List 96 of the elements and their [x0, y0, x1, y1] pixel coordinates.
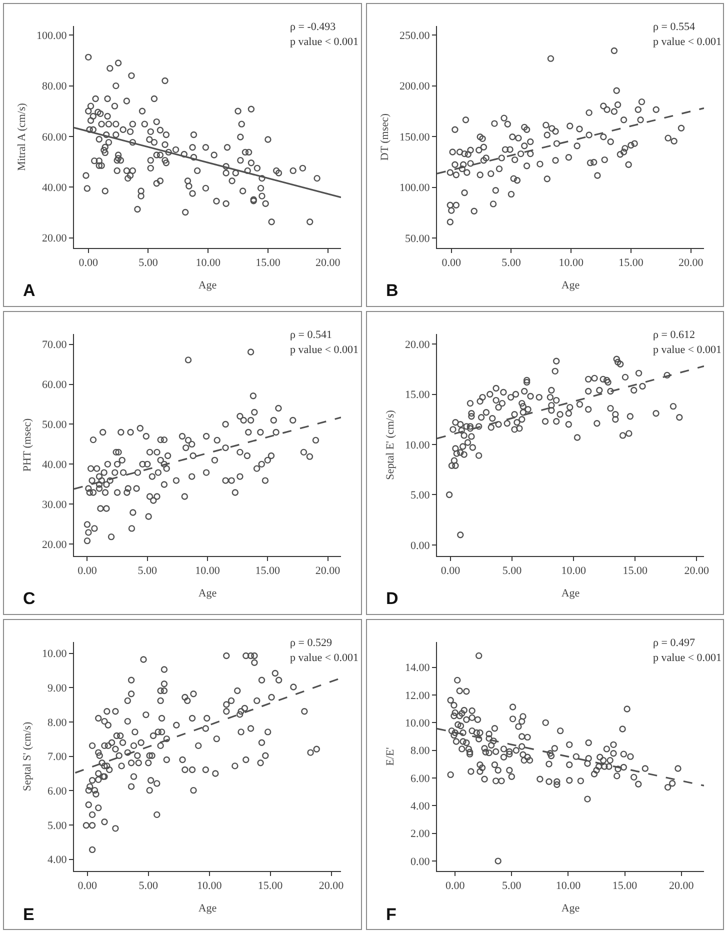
- y-tick-label: 50.00: [42, 419, 68, 432]
- y-tick-label: 100.00: [36, 30, 68, 42]
- y-tick-label: 8.00: [410, 745, 430, 758]
- y-tick-label: 9.00: [48, 682, 68, 695]
- x-tick-label: 10.00: [196, 880, 222, 892]
- x-tick-label: 15.00: [618, 257, 644, 270]
- y-tick-label: 12.00: [404, 690, 430, 702]
- y-axis-title: Septal E' (cm/s): [384, 410, 396, 480]
- text: C: [23, 589, 36, 608]
- y-tick-label: 0.00: [410, 540, 430, 552]
- x-tick-label: 10.00: [196, 257, 221, 270]
- x-axis-title: Age: [198, 587, 217, 600]
- y-tick-label: 4.00: [410, 800, 430, 813]
- y-tick-label: 70.00: [42, 339, 68, 352]
- y-axis-title: PHT (msec): [22, 418, 34, 472]
- x-tick-label: 10.00: [560, 565, 586, 578]
- y-axis-title: Septal S' (cm/s): [22, 722, 34, 792]
- y-axis-title: E/E': [384, 747, 396, 766]
- y-tick-label: 10.00: [404, 718, 430, 730]
- x-tick-label: 5.00: [138, 565, 158, 578]
- annotation: p value < 0.001: [652, 344, 722, 356]
- x-axis-title: Age: [560, 279, 580, 292]
- y-tick-label: 14.00: [404, 662, 430, 674]
- annotation: p value < 0.001: [652, 652, 722, 664]
- annotation: ρ = 0.529: [290, 637, 332, 649]
- annotation: p value < 0.001: [290, 344, 359, 356]
- y-axis-title: DT (msec): [378, 113, 391, 161]
- x-tick-label: 20.00: [678, 257, 704, 270]
- y-tick-label: 200.00: [399, 80, 430, 93]
- x-tick-label: 5.00: [501, 257, 521, 270]
- x-tick-label: 10.00: [555, 880, 581, 892]
- y-tick-label: 30.00: [42, 498, 68, 511]
- x-axis-title: Age: [198, 902, 217, 914]
- y-tick-label: 80.00: [42, 80, 68, 93]
- x-tick-label: 20.00: [315, 565, 341, 578]
- x-tick-label: 15.00: [258, 880, 284, 892]
- x-tick-label: 5.00: [502, 880, 522, 892]
- text: F: [386, 905, 396, 924]
- x-tick-label: 10.00: [195, 565, 220, 578]
- x-tick-label: 0.00: [78, 257, 98, 270]
- x-tick-label: 0.00: [444, 880, 465, 892]
- x-axis-title: Age: [560, 587, 580, 600]
- x-tick-label: 15.00: [255, 565, 281, 578]
- text: B: [386, 281, 398, 300]
- annotation: ρ = 0.497: [652, 637, 695, 649]
- annotation: ρ = 0.541: [290, 329, 332, 341]
- x-tick-label: 10.00: [558, 257, 584, 270]
- annotation: p value < 0.001: [652, 36, 722, 48]
- y-tick-label: 0.00: [410, 856, 430, 868]
- y-axis-title: Mitral A (cm/s): [16, 102, 28, 171]
- annotation: p value < 0.001: [290, 652, 359, 664]
- y-tick-label: 6.00: [410, 772, 430, 785]
- y-tick-label: 8.00: [48, 716, 68, 729]
- x-tick-label: 0.00: [441, 257, 461, 270]
- annotation: p value < 0.001: [290, 36, 359, 48]
- y-tick-label: 10.00: [404, 439, 430, 452]
- x-axis-title: Age: [560, 902, 580, 914]
- y-tick-label: 10.00: [42, 648, 68, 660]
- y-tick-label: 20.00: [42, 538, 68, 551]
- x-tick-label: 0.00: [78, 565, 98, 578]
- x-axis-title: Age: [198, 279, 217, 292]
- y-tick-label: 4.00: [48, 854, 68, 866]
- y-tick-label: 100.00: [399, 182, 430, 194]
- y-tick-label: 40.00: [42, 459, 68, 472]
- x-tick-label: 5.00: [138, 880, 158, 892]
- y-tick-label: 6.00: [48, 786, 68, 798]
- text: D: [386, 589, 398, 608]
- x-tick-label: 15.00: [622, 565, 648, 578]
- annotation: ρ = 0.554: [652, 21, 695, 33]
- x-tick-label: 0.00: [78, 880, 98, 892]
- x-tick-label: 5.00: [502, 565, 522, 578]
- annotation: ρ = -0.493: [290, 21, 336, 33]
- y-tick-label: 60.00: [42, 379, 68, 392]
- y-tick-label: 20.00: [404, 338, 430, 351]
- x-tick-label: 5.00: [138, 257, 158, 270]
- x-tick-label: 20.00: [684, 565, 709, 578]
- y-tick-label: 150.00: [399, 131, 430, 144]
- text: A: [23, 281, 36, 300]
- y-tick-label: 7.00: [48, 751, 68, 764]
- y-tick-label: 40.00: [42, 182, 68, 194]
- y-tick-label: 60.00: [42, 131, 68, 144]
- y-tick-label: 2.00: [410, 828, 430, 840]
- x-tick-label: 15.00: [256, 257, 281, 270]
- y-tick-label: 20.00: [42, 232, 68, 245]
- y-tick-label: 250.00: [399, 30, 430, 42]
- annotation: ρ = 0.612: [652, 329, 694, 341]
- x-tick-label: 20.00: [318, 880, 344, 892]
- text: E: [23, 905, 34, 924]
- x-tick-label: 15.00: [612, 880, 638, 892]
- y-tick-label: 15.00: [404, 389, 430, 402]
- x-tick-label: 20.00: [668, 880, 694, 892]
- y-tick-label: 5.00: [48, 820, 68, 832]
- x-tick-label: 0.00: [440, 565, 460, 578]
- y-tick-label: 50.00: [404, 232, 430, 245]
- x-tick-label: 20.00: [315, 257, 341, 270]
- y-tick-label: 5.00: [410, 490, 430, 502]
